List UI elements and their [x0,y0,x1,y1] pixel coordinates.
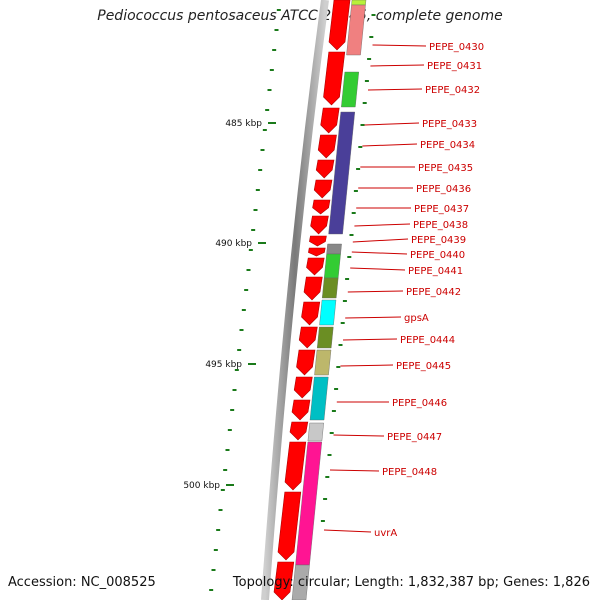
gene-label[interactable]: PEPE_0440 [410,250,465,261]
gene-label[interactable]: PEPE_0448 [382,467,437,478]
reverse-gene-block [326,243,342,255]
reverse-gene-block [307,422,324,442]
label-leader-line [364,122,420,126]
gene-label[interactable]: PEPE_0439 [411,235,466,246]
label-leader-line [347,290,404,293]
forward-gene-arrow [306,257,325,276]
label-leader-line [370,64,425,67]
gene-label[interactable]: PEPE_0437 [414,204,469,215]
forward-gene-arrow [296,349,316,376]
reverse-gene-block [328,111,356,235]
gene-label[interactable]: PEPE_0430 [429,42,484,53]
genome-summary-text: Topology: circular; Length: 1,832,387 bp… [232,575,590,590]
reverse-gene-block [323,253,341,279]
gene-labels: PEPE_0430 PEPE_0431 PEPE_0432 PEPE_0433 PEPE… [323,42,484,539]
reverse-gene-block [314,349,332,376]
reverse-gene-block [351,0,367,6]
gene-label[interactable]: PEPE_0434 [420,140,475,151]
scale-label: 490 kbp [215,239,252,249]
label-leader-line [352,238,409,243]
forward-gene-arrow [277,491,302,561]
reverse-gene-block [321,277,339,299]
reverse-gene-block [319,299,337,326]
forward-gene-arrow [315,159,335,179]
reverse-strand-track [291,0,367,600]
reverse-gene-block [316,326,334,349]
genome-title: Pediococcus pentosaceus ATCC 25745, comp… [97,8,503,24]
gene-label[interactable]: PEPE_0446 [392,398,447,409]
forward-gene-arrow [317,134,337,159]
label-leader-line [340,364,394,367]
forward-gene-arrow [289,421,309,441]
label-leader-line [354,223,411,227]
label-leader-line [345,316,402,319]
gene-label[interactable]: PEPE_0438 [413,220,468,231]
label-leader-line [329,469,380,472]
forward-gene-arrow [323,51,346,106]
forward-gene-arrow [310,215,329,235]
gene-label[interactable]: PEPE_0442 [406,287,461,298]
scale-labels: 485 kbp 490 kbp 495 kbp 500 kbp [183,119,276,491]
label-leader-line [367,88,423,91]
forward-gene-arrow [309,235,327,247]
gene-label[interactable]: PEPE_0435 [418,163,473,174]
gene-label[interactable]: PEPE_0445 [396,361,451,372]
gene-label[interactable]: uvrA [374,528,397,539]
reverse-gene-block [309,376,329,421]
forward-gene-arrow [313,179,333,199]
label-leader-line [333,434,385,437]
forward-gene-arrow [293,376,313,399]
label-leader-line [323,529,372,533]
forward-gene-arrow [320,107,340,134]
label-leader-line [351,251,408,255]
reverse-gene-block [346,4,366,56]
label-leader-line [350,267,406,271]
scale-label: 485 kbp [225,119,262,129]
reverse-gene-block [341,71,360,108]
label-leader-line [372,44,427,47]
genome-backbone [261,0,329,600]
gene-label[interactable]: PEPE_0433 [422,119,477,130]
gene-label[interactable]: gpsA [404,313,429,324]
reverse-gene-block [291,564,310,600]
forward-gene-arrow [284,441,307,491]
label-leader-line [362,143,418,147]
forward-gene-arrow [273,561,295,600]
gene-label[interactable]: PEPE_0432 [425,85,480,96]
scale-label: 500 kbp [183,481,220,491]
scale-ticks [209,9,376,591]
forward-gene-arrow [291,399,311,421]
forward-gene-arrow [303,276,323,301]
gene-label[interactable]: PEPE_0436 [416,184,471,195]
forward-gene-arrow [301,301,321,326]
forward-gene-arrow [312,199,331,215]
forward-gene-arrow [328,0,351,51]
forward-gene-arrow [298,326,318,349]
label-leader-line [342,338,398,341]
gene-label[interactable]: PEPE_0441 [408,266,463,277]
accession-text: Accession: NC_008525 [8,575,156,590]
gene-label[interactable]: PEPE_0431 [427,61,482,72]
gene-label[interactable]: PEPE_0447 [387,432,442,443]
forward-gene-arrow [308,247,326,257]
gene-label[interactable]: PEPE_0444 [400,335,455,346]
forward-strand-track [273,0,351,600]
scale-label: 495 kbp [205,360,242,370]
